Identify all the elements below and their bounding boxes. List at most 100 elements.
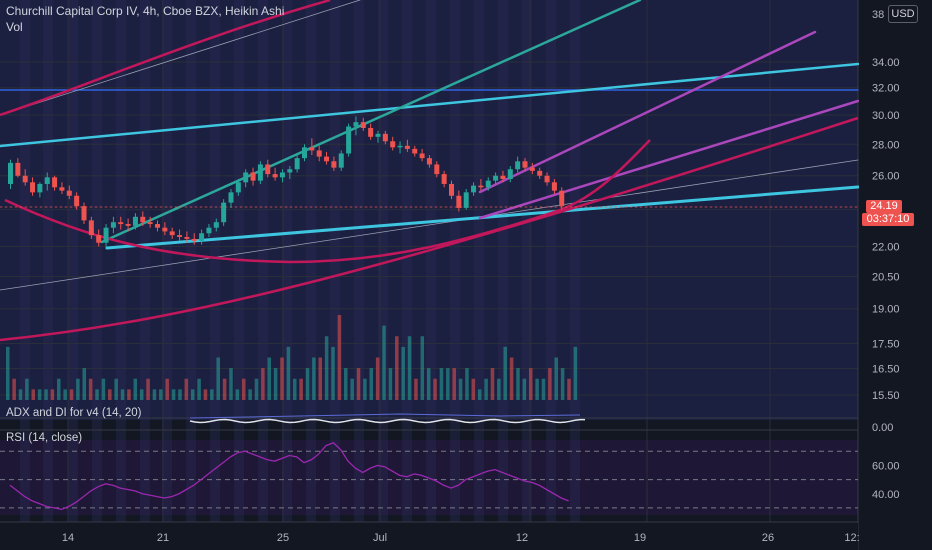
session-stripe <box>92 0 102 522</box>
candle-body <box>88 220 94 236</box>
volume-bar <box>490 368 495 400</box>
volume-bar <box>101 378 106 400</box>
volume-bar <box>37 389 42 400</box>
volume-bar <box>235 389 240 400</box>
session-stripe <box>378 0 388 522</box>
volume-bar <box>465 368 469 400</box>
candle-body <box>272 174 278 178</box>
candle-body <box>522 161 528 168</box>
candle-body <box>125 224 131 226</box>
teal-channel-line <box>100 0 642 244</box>
trendline-drawings[interactable] <box>0 0 860 342</box>
candle-body <box>22 175 28 183</box>
volume-bar <box>69 389 74 400</box>
candle-body <box>493 175 499 181</box>
volume-bar <box>446 368 450 400</box>
volume-bar <box>280 357 284 400</box>
rsi-line <box>9 441 569 511</box>
candle-body <box>279 172 285 178</box>
price-tick-label: 32.00 <box>872 83 900 95</box>
volume-bar <box>299 378 303 400</box>
volume-bar <box>159 389 163 400</box>
violet-channel-line <box>478 30 817 194</box>
price-tick-label: 19.00 <box>872 304 900 316</box>
volume-bar <box>414 378 418 400</box>
candle-body <box>294 158 300 170</box>
volume-bar <box>18 389 23 400</box>
volume-bar <box>57 378 61 400</box>
volume-bar <box>31 389 36 400</box>
candle-body <box>346 126 352 154</box>
currency-button[interactable]: USD <box>888 5 918 23</box>
volume-bar <box>152 389 157 400</box>
candle-body <box>478 185 484 188</box>
volume-bar <box>541 378 546 400</box>
volume-bar <box>363 378 367 400</box>
volume-bar <box>497 378 501 400</box>
session-stripe <box>162 0 172 522</box>
candle-body <box>507 169 513 179</box>
volume-bar <box>433 378 437 400</box>
candle-body <box>169 231 175 236</box>
candle-body <box>471 185 477 193</box>
candle-body <box>15 162 21 176</box>
volume-bar <box>452 368 456 400</box>
candle-body <box>140 216 146 223</box>
candle-body <box>456 195 462 208</box>
volume-bar <box>548 368 552 400</box>
candle-body <box>382 133 388 142</box>
magenta-arc <box>0 116 859 342</box>
candle-body <box>66 190 72 196</box>
violet-channel-line <box>478 99 860 220</box>
volume-bar <box>216 357 220 400</box>
volume-bar <box>420 336 425 400</box>
candle-body <box>147 222 153 225</box>
thin-channel-line <box>0 159 859 291</box>
candle-body <box>8 162 13 184</box>
session-stripe <box>116 0 126 522</box>
rsi-tick-label: 40.00 <box>872 489 900 501</box>
time-tick-label: 14 <box>62 532 74 544</box>
candle-body <box>235 182 241 193</box>
session-stripe <box>498 0 508 522</box>
price-tick-label: 20.50 <box>872 271 900 283</box>
candle-body <box>103 227 109 243</box>
candle-body <box>37 183 43 193</box>
volume-bar <box>516 368 520 400</box>
candle-body <box>44 177 50 184</box>
volume-bar <box>114 378 118 400</box>
session-stripe <box>210 0 220 522</box>
candle-body <box>52 177 58 188</box>
session-stripe <box>402 0 412 522</box>
volume-bar <box>12 378 16 400</box>
candle-body <box>162 227 168 232</box>
volume-bar <box>407 336 412 400</box>
volume-bar <box>312 357 316 400</box>
volume-bar <box>248 389 252 400</box>
volume-bar <box>6 346 10 400</box>
volume-bar <box>261 368 265 400</box>
price-tick-label: 17.50 <box>872 339 900 351</box>
candle-body <box>250 172 256 181</box>
candle-body <box>184 237 190 239</box>
time-tick-label: 21 <box>157 532 169 544</box>
candle-body <box>221 202 227 223</box>
volume-bar <box>108 389 112 400</box>
candle-body <box>177 235 183 238</box>
price-tick-label: 30.00 <box>872 110 900 122</box>
volume-bar <box>229 368 233 400</box>
volume-bar <box>222 378 227 400</box>
price-tick-label: 28.00 <box>872 139 900 151</box>
volume-bar <box>439 368 444 400</box>
candle-body <box>537 170 543 176</box>
candle-body <box>302 147 307 159</box>
volume-bar <box>305 368 310 400</box>
volume-bar <box>210 389 214 400</box>
candle-body <box>324 156 330 162</box>
volume-bar <box>369 368 374 400</box>
candle-body <box>199 233 205 241</box>
session-stripe <box>570 0 580 522</box>
session-stripe <box>68 0 78 522</box>
candle-body <box>500 175 506 179</box>
